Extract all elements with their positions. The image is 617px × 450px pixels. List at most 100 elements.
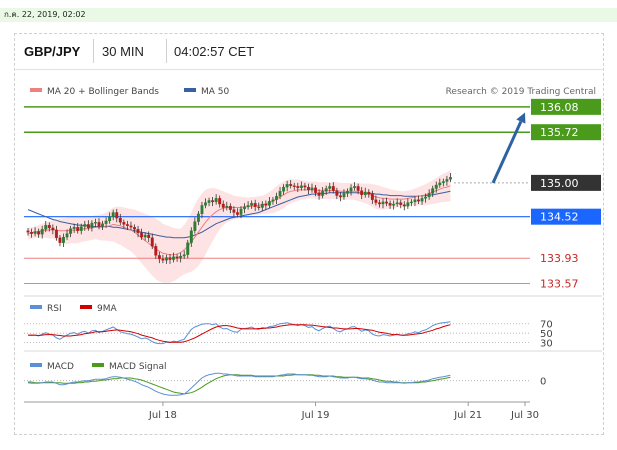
candle-body bbox=[200, 205, 204, 215]
candle-body bbox=[207, 200, 211, 203]
candle-body bbox=[264, 203, 268, 206]
price-tag-resistance bbox=[531, 124, 601, 141]
candle-body bbox=[377, 202, 381, 205]
candle-body bbox=[211, 200, 215, 203]
rsi-9ma-line bbox=[28, 324, 451, 343]
candle-body bbox=[133, 227, 136, 230]
candle-body bbox=[125, 224, 129, 226]
candle-body bbox=[147, 234, 151, 238]
candle-body bbox=[321, 191, 325, 196]
x-tick-label: Jul 21 bbox=[453, 410, 482, 421]
candle-body bbox=[168, 257, 172, 260]
candle-body bbox=[356, 186, 360, 191]
candle-body bbox=[136, 229, 140, 234]
legend-label-ma50: MA 50 bbox=[201, 87, 230, 97]
price-tag-current bbox=[531, 174, 601, 191]
source-label: Research © 2019 Trading Central bbox=[446, 87, 596, 97]
candle-body bbox=[111, 212, 115, 217]
legend-label-rsi: RSI bbox=[47, 304, 62, 314]
macd-tick-label: 0 bbox=[540, 377, 546, 388]
candle-body bbox=[108, 216, 112, 222]
candle-body bbox=[367, 191, 371, 195]
candle-body bbox=[193, 221, 197, 231]
candle-body bbox=[399, 202, 403, 205]
candle-body bbox=[83, 224, 87, 227]
candle-body bbox=[434, 184, 438, 189]
candle-body bbox=[402, 204, 406, 207]
legend-label-macd-signal: MACD Signal bbox=[109, 362, 167, 372]
candle-body bbox=[79, 226, 83, 231]
candle-body bbox=[228, 205, 232, 210]
candle-body bbox=[306, 186, 310, 191]
candle-body bbox=[104, 220, 108, 224]
candle-body bbox=[72, 227, 76, 229]
candle-body bbox=[314, 187, 317, 193]
candle-body bbox=[37, 231, 41, 235]
rsi-tick-label: 50 bbox=[540, 329, 553, 340]
candle-body bbox=[33, 231, 37, 234]
candle-body bbox=[353, 186, 357, 188]
candle-body bbox=[448, 177, 452, 180]
candle-body bbox=[338, 195, 342, 198]
candle-body bbox=[97, 222, 101, 227]
candle-body bbox=[65, 233, 69, 238]
legend-swatch-ma50 bbox=[184, 88, 196, 92]
date-label: ก.ค. 22, 2019, 02:02 bbox=[4, 10, 86, 19]
candle-body bbox=[271, 199, 275, 202]
forecast-arrow-shaft bbox=[491, 120, 523, 184]
candle-body bbox=[69, 228, 73, 234]
support-label: 133.57 bbox=[540, 278, 579, 291]
candle-body bbox=[346, 191, 349, 194]
candle-body bbox=[179, 255, 183, 259]
candle-body bbox=[30, 232, 33, 234]
candle-body bbox=[424, 196, 428, 199]
candle-body bbox=[360, 190, 364, 196]
time-label: 04:02:57 CET bbox=[174, 44, 255, 59]
candle-body bbox=[253, 203, 257, 207]
candle-body bbox=[303, 185, 307, 188]
x-tick-label: Jul 19 bbox=[301, 410, 330, 421]
macd-line bbox=[27, 372, 451, 396]
legend-label-macd: MACD bbox=[47, 362, 74, 372]
candle-body bbox=[157, 255, 161, 260]
candle-body bbox=[101, 223, 104, 227]
candle-body bbox=[420, 198, 424, 202]
candle-body bbox=[349, 187, 353, 192]
legend-swatch-ma20 bbox=[30, 88, 42, 92]
candle-body bbox=[406, 202, 410, 207]
candle-body bbox=[115, 212, 119, 219]
candle-body bbox=[285, 184, 289, 188]
candle-body bbox=[395, 202, 399, 205]
candle-body bbox=[54, 229, 58, 238]
chart-panel bbox=[14, 33, 604, 435]
legend-label-ma20: MA 20 + Bollinger Bands bbox=[47, 87, 159, 97]
candle-body bbox=[62, 236, 65, 243]
candle-body bbox=[282, 186, 286, 192]
candle-body bbox=[143, 234, 147, 238]
candle-body bbox=[267, 201, 271, 206]
price-tag-resistance-label: 135.72 bbox=[540, 126, 579, 139]
candle-body bbox=[164, 257, 168, 261]
candle-body bbox=[51, 227, 55, 231]
candle-body bbox=[342, 193, 346, 198]
timeframe-label[interactable]: 30 MIN bbox=[102, 44, 144, 59]
candle-body bbox=[438, 182, 442, 186]
candle-body bbox=[175, 256, 179, 259]
price-tag-current-label: 135.00 bbox=[540, 177, 579, 190]
macd-signal-line bbox=[28, 374, 451, 395]
price-tag-pivot-label: 134.52 bbox=[540, 211, 579, 224]
bollinger-band bbox=[28, 170, 451, 283]
rsi-line bbox=[27, 321, 451, 345]
candle-body bbox=[196, 213, 200, 222]
candle-body bbox=[275, 196, 278, 200]
candle-body bbox=[204, 202, 207, 206]
candle-body bbox=[328, 186, 332, 189]
candle-body bbox=[409, 201, 413, 204]
candle-body bbox=[289, 184, 293, 186]
rsi-tick-label: 30 bbox=[540, 339, 553, 350]
candle-body bbox=[417, 199, 420, 202]
legend-label-rsi-9ma: 9MA bbox=[97, 304, 117, 314]
candle-body bbox=[388, 203, 392, 206]
candle-body bbox=[150, 237, 154, 247]
